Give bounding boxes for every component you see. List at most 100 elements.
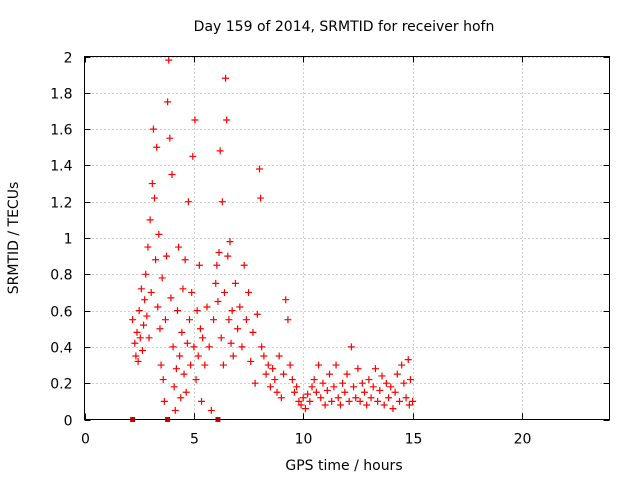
y-axis-label: SRMTID / TECUs: [6, 182, 22, 295]
data-point: [371, 365, 379, 373]
data-point: [207, 406, 215, 414]
data-point: [170, 383, 178, 391]
data-point: [213, 261, 221, 269]
data-point: [173, 307, 181, 315]
data-point: [343, 370, 351, 378]
data-point: [177, 394, 185, 402]
data-point: [219, 361, 227, 369]
data-point: [135, 307, 143, 315]
data-point: [157, 361, 165, 369]
data-point: [192, 376, 200, 384]
data-point: [141, 296, 149, 304]
y-tick-label: 0: [64, 414, 73, 430]
data-point: [129, 316, 137, 324]
data-point: [347, 343, 355, 351]
data-point: [196, 325, 204, 333]
data-point: [178, 328, 186, 336]
y-tick-label: 1.2: [50, 196, 72, 212]
y-tick-label: 0.2: [50, 377, 72, 393]
data-point: [147, 288, 155, 296]
data-point: [269, 365, 277, 373]
data-point: [203, 303, 211, 311]
data-point: [210, 316, 218, 324]
data-point: [319, 379, 327, 387]
data-point: [182, 388, 190, 396]
x-axis-label: GPS time / hours: [285, 458, 402, 474]
data-point: [151, 194, 158, 202]
data-point: [184, 198, 192, 206]
data-point: [387, 383, 395, 391]
data-point: [380, 401, 388, 409]
axis-ticks: [84, 56, 610, 421]
data-point: [155, 230, 163, 238]
data-point: [179, 285, 187, 293]
data-point: [251, 379, 259, 387]
data-point: [154, 303, 162, 311]
data-point: [190, 343, 198, 351]
data-point: [310, 376, 318, 384]
data-point: [144, 243, 152, 251]
x-tick-label: 10: [295, 432, 313, 448]
data-point: [137, 285, 145, 293]
data-point: [361, 388, 368, 396]
data-point: [189, 152, 197, 160]
data-point: [172, 365, 180, 373]
data-point: [273, 388, 281, 396]
data-point: [288, 376, 296, 384]
data-point: [312, 388, 320, 396]
data-point: [262, 370, 270, 378]
y-tick-label: 1.6: [50, 123, 72, 139]
data-point: [275, 352, 283, 360]
data-point: [156, 325, 164, 333]
data-point: [242, 316, 250, 324]
data-point: [260, 352, 268, 360]
data-point: [253, 310, 261, 318]
data-point: [323, 386, 331, 394]
data-point: [216, 147, 224, 155]
data-point: [218, 198, 226, 206]
data-point: [396, 397, 403, 405]
data-point: [385, 394, 393, 402]
data-point: [166, 134, 174, 142]
data-point: [378, 372, 386, 380]
data-point: [176, 352, 184, 360]
data-point: [328, 397, 336, 405]
data-point: [367, 394, 375, 402]
data-point: [376, 386, 384, 394]
data-point: [352, 394, 360, 402]
data-point: [400, 379, 408, 387]
data-point: [266, 383, 274, 391]
data-point: [271, 376, 279, 384]
data-point: [152, 256, 160, 264]
data-point: [225, 316, 233, 324]
data-point: [308, 383, 316, 391]
data-point: [249, 328, 257, 336]
data-point: [330, 383, 338, 391]
y-tick-label: 0.8: [50, 268, 72, 284]
data-point: [404, 356, 412, 364]
data-point: [301, 405, 309, 413]
data-point: [136, 334, 144, 342]
data-point: [161, 316, 169, 324]
data-point: [134, 357, 142, 365]
data-point: [365, 376, 373, 384]
data-point: [180, 370, 188, 378]
data-point: [212, 279, 220, 287]
data-point: [409, 397, 417, 405]
data-point: [183, 339, 191, 347]
data-point: [165, 56, 173, 64]
data-point: [195, 261, 203, 269]
data-point: [402, 394, 410, 402]
x-tick-label: 20: [514, 432, 532, 448]
data-point: [291, 388, 298, 396]
data-point: [201, 361, 209, 369]
chart-title: Day 159 of 2014, SRMTID for receiver hof…: [194, 19, 495, 35]
data-point: [315, 361, 323, 369]
data-point: [286, 361, 294, 369]
data-point: [391, 388, 399, 396]
data-point: [277, 394, 285, 402]
data-point: [224, 252, 232, 260]
data-point: [374, 397, 382, 405]
data-point: [226, 238, 234, 246]
